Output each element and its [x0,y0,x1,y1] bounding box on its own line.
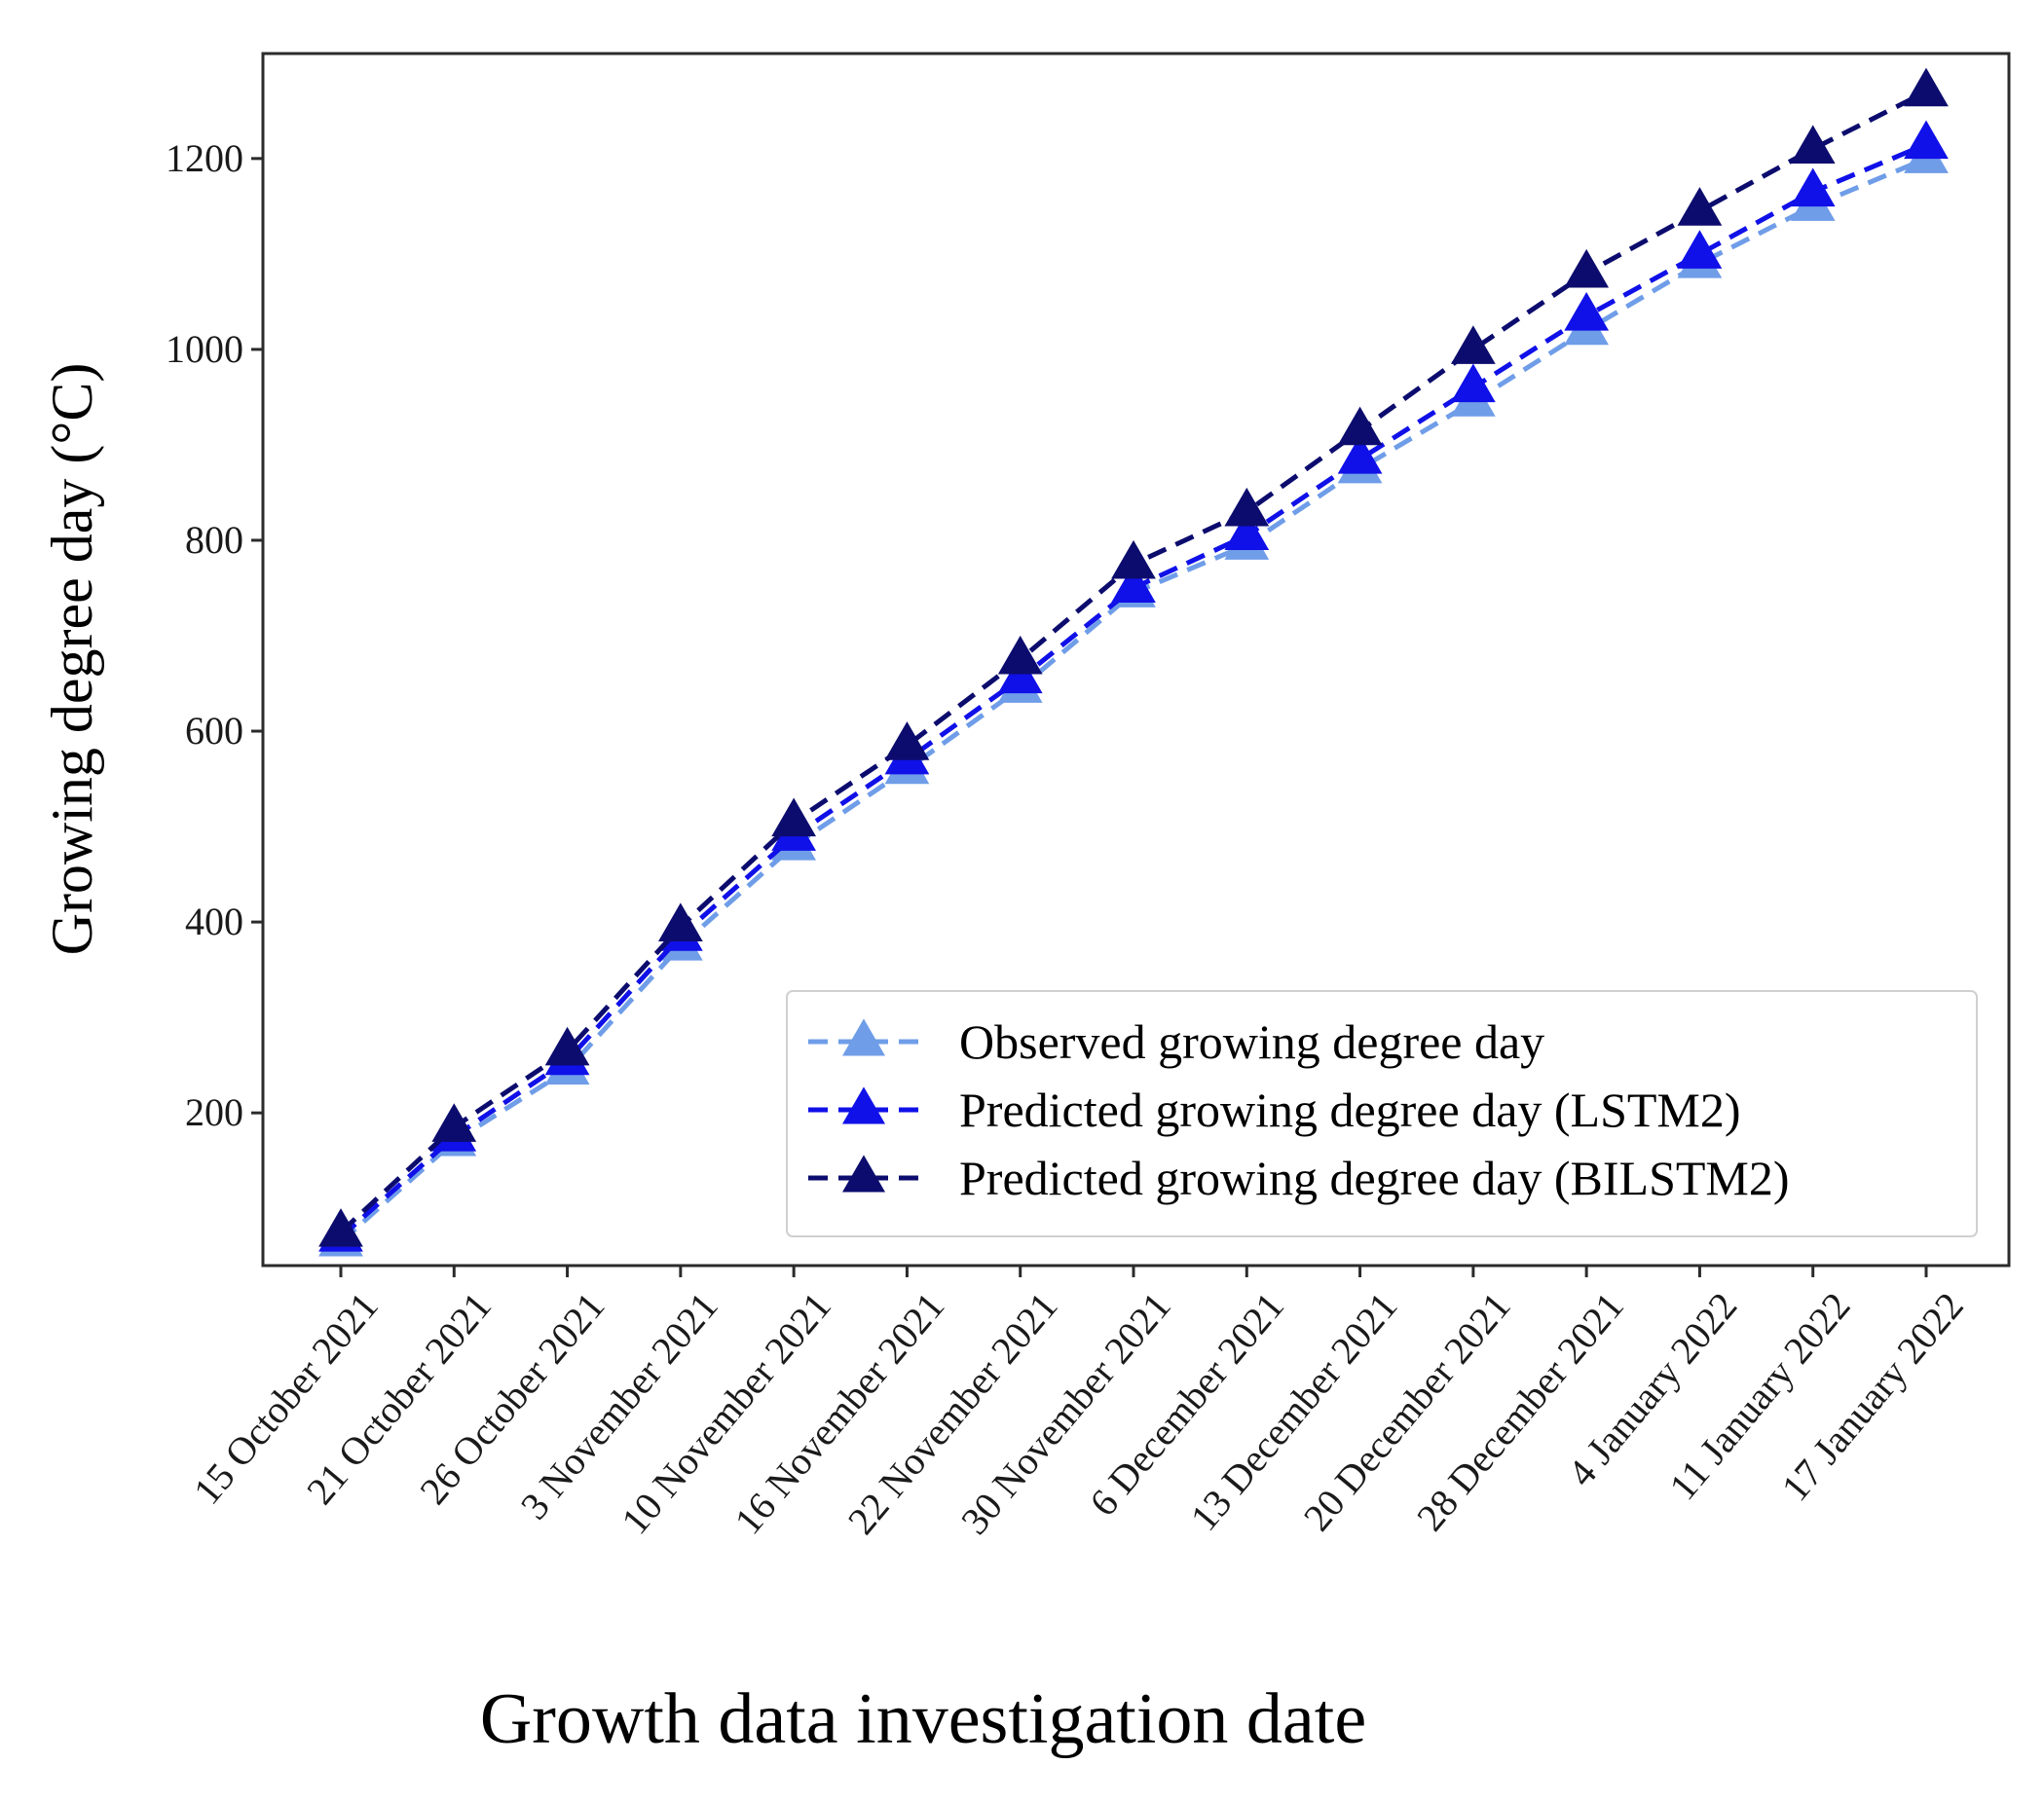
data-point-marker [657,902,703,941]
y-tick-label: 600 [185,709,243,753]
series-2 [318,120,1949,1252]
legend-label: Predicted growing degree day (LSTM2) [959,1083,1741,1137]
legend-item: Predicted growing degree day (LSTM2) [808,1083,1741,1137]
y-axis-ticks: 200 400 600 800 1000 1200 [166,136,263,1134]
series-layer [318,67,1949,1257]
data-point-marker [1224,487,1270,527]
x-tick-label: 20 December 2021 [1295,1284,1519,1539]
data-point-marker [1337,406,1383,446]
legend-item: Predicted growing degree day (BILSTM2) [808,1151,1790,1205]
y-axis-title: Growing degree day (°C) [40,363,104,956]
data-point-marker [1904,67,1949,107]
legend-box [786,990,1978,1237]
x-tick-label: 13 December 2021 [1181,1284,1405,1539]
y-tick-label: 200 [185,1090,243,1134]
data-point-marker [1111,539,1156,579]
data-point-marker [544,1026,590,1066]
legend-label: Predicted growing degree day (BILSTM2) [959,1151,1790,1205]
x-tick-label: 6 December 2021 [1081,1284,1292,1525]
x-tick-label: 28 December 2021 [1408,1284,1632,1539]
x-tick-label: 22 November 2021 [839,1284,1066,1543]
series-3 [318,67,1949,1247]
data-point-marker [1564,291,1610,331]
y-tick-label: 1000 [166,327,243,371]
legend-marker [842,1155,885,1193]
data-point-marker [431,1103,477,1142]
data-point-marker [1790,125,1836,165]
data-point-marker [1450,325,1496,364]
data-point-marker [1904,120,1949,160]
data-point-marker [1790,167,1836,207]
plot-frame [261,52,2011,1268]
data-point-marker [1337,435,1383,474]
legend-item: Observed growing degree day [808,1014,1544,1069]
data-point-marker [1677,187,1723,226]
legend-label: Observed growing degree day [959,1014,1544,1069]
x-tick-label: 3 November 2021 [512,1284,726,1527]
data-point-marker [997,654,1043,694]
legend: Observed growing degree day Predicted gro… [786,990,1978,1237]
x-tick-label: 10 November 2021 [613,1284,839,1543]
data-point-marker [1677,230,1723,269]
x-tick-label: 30 November 2021 [952,1284,1179,1543]
y-tick-label: 400 [185,900,243,943]
y-tick-label: 1200 [166,136,243,180]
legend-marker [842,1086,885,1124]
data-point-marker [997,635,1043,675]
legend-marker [842,1018,885,1056]
data-point-marker [771,797,817,837]
data-point-marker [884,721,930,760]
data-point-marker [1111,564,1156,603]
x-axis-title: Growth data investigation date [480,1679,1366,1759]
y-tick-label: 800 [185,518,243,562]
x-tick-label: 16 November 2021 [725,1284,952,1543]
data-point-marker [318,1208,363,1247]
data-point-marker [1564,248,1610,288]
data-point-marker [1450,363,1496,403]
data-point-marker [1224,511,1270,551]
